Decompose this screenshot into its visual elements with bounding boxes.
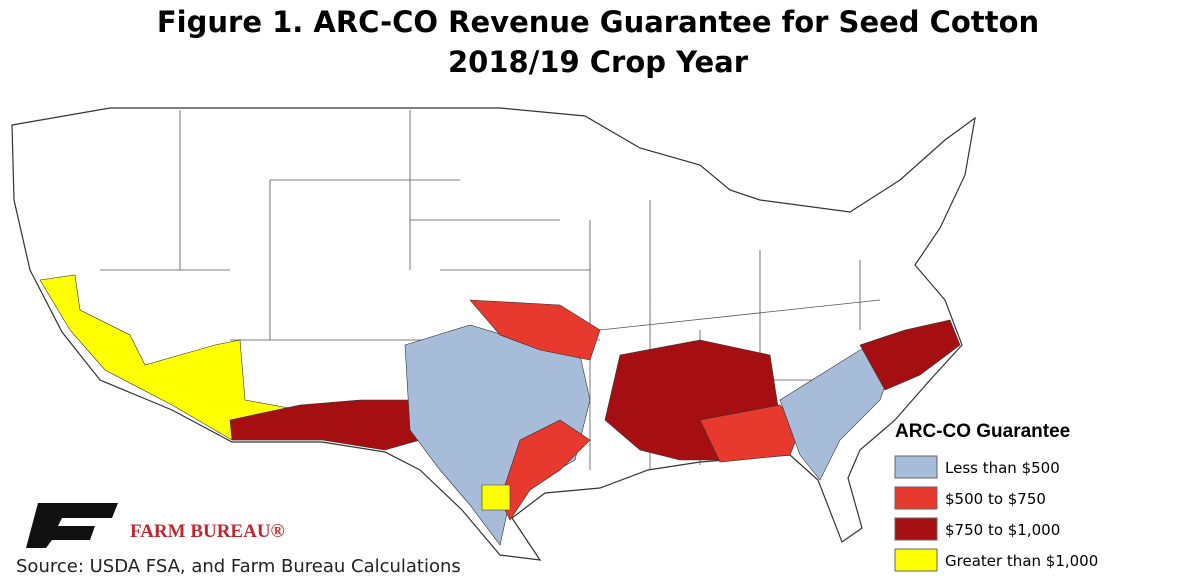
source: Source: USDA FSA, and Farm Bureau Calcul…	[16, 556, 461, 577]
region	[481, 484, 511, 511]
legend-label: Greater than $1,000	[945, 552, 1098, 570]
legend-swatch	[894, 517, 938, 541]
logo: FARM BUREAU®	[26, 503, 285, 548]
region	[469, 299, 601, 361]
legend-label: Less than $500	[945, 459, 1060, 477]
region	[699, 404, 801, 463]
us-map	[11, 107, 976, 561]
logo-text: FARM BUREAU®	[130, 521, 285, 542]
region	[859, 319, 961, 391]
legend-swatch	[894, 455, 938, 479]
title: Figure 1. ARC-CO Revenue Guarantee for S…	[157, 5, 1039, 39]
legend-label: $750 to $1,000	[945, 521, 1060, 539]
legend-swatch	[894, 548, 938, 572]
legend-title: ARC-CO Guarantee	[895, 421, 1070, 442]
subtitle: 2018/19 Crop Year	[448, 45, 749, 79]
legend-label: $500 to $750	[945, 490, 1046, 508]
legend: ARC-CO Guarantee Less than $500 $500 to $…	[894, 421, 1098, 572]
region	[39, 274, 321, 441]
legend-swatch	[894, 486, 938, 510]
logo-mark	[26, 503, 118, 548]
